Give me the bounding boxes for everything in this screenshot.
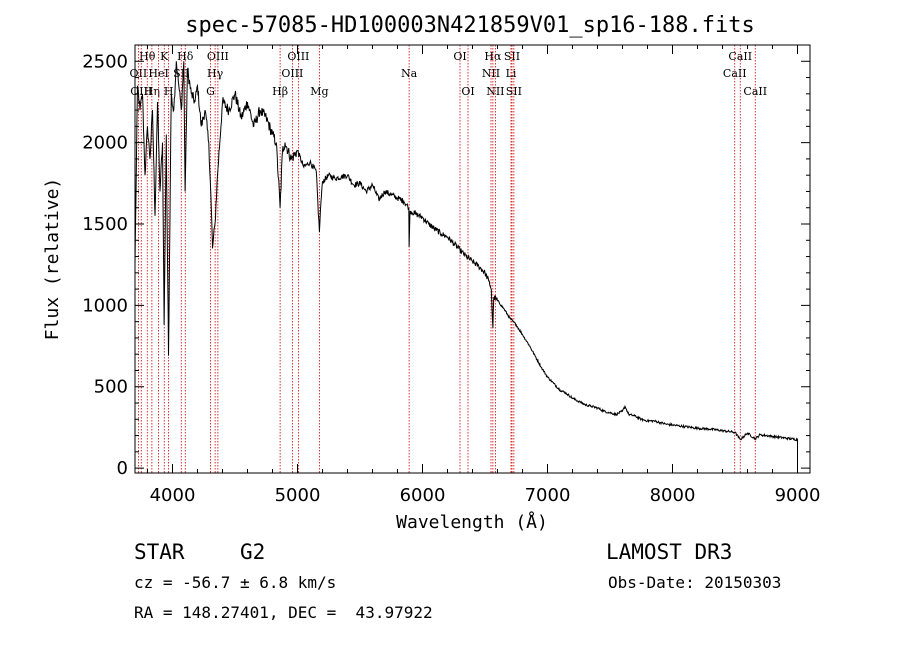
y-tick-label-5: 2500 xyxy=(82,51,128,72)
line-label-0: Hθ xyxy=(139,50,156,63)
x-axis-label: Wavelength (Å) xyxy=(396,511,548,533)
line-label-17: OI xyxy=(453,50,466,63)
x-tick-label-4: 8000 xyxy=(650,485,696,506)
y-tick-label-3: 1500 xyxy=(82,214,128,235)
x-tick-label-0: 4000 xyxy=(150,485,196,506)
line-label-18: OI xyxy=(461,85,474,98)
y-tick-label-2: 1000 xyxy=(82,295,128,316)
line-label-11: G xyxy=(206,85,215,98)
plot-frame xyxy=(134,44,811,474)
line-label-9: OIII xyxy=(207,50,229,63)
line-label-23: NII xyxy=(486,85,504,98)
coordinates: RA = 148.27401, DEC = 43.97922 xyxy=(134,603,433,622)
line-label-3: Hη xyxy=(144,85,160,98)
line-label-20: SII xyxy=(504,50,520,63)
survey-name: LAMOST DR3 xyxy=(606,540,733,564)
line-label-14: Hβ xyxy=(272,85,288,98)
line-label-2: OIII xyxy=(130,85,152,98)
y-axis-label: Flux (relative) xyxy=(42,178,63,341)
line-label-10: Hγ xyxy=(207,67,224,80)
line-label-19: Hα xyxy=(484,50,502,63)
line-label-21: NII xyxy=(482,67,500,80)
object-class: STAR xyxy=(134,540,185,564)
chart-title: spec-57085-HD100003N421859V01_sp16-188.f… xyxy=(185,13,755,38)
line-label-15: Mg xyxy=(310,85,328,98)
x-tick-label-3: 7000 xyxy=(525,485,571,506)
line-label-13: OIII xyxy=(281,67,303,80)
line-label-24: SII xyxy=(506,85,522,98)
line-label-8: Hδ xyxy=(177,50,194,63)
y-tick-label-1: 500 xyxy=(94,377,128,398)
object-subclass: G2 xyxy=(240,540,266,564)
line-label-16: Na xyxy=(401,67,418,80)
y-tick-label-4: 2000 xyxy=(82,133,128,154)
x-tick-label-5: 9000 xyxy=(775,485,821,506)
y-axis-ticks: 0 500 1000 1500 2000 2500 xyxy=(82,51,810,479)
spectrum-line xyxy=(134,61,798,469)
line-label-27: CaII xyxy=(743,85,767,98)
line-label-1: OII xyxy=(130,67,148,80)
redshift-velocity: cz = -56.7 ± 6.8 km/s xyxy=(134,573,337,592)
line-label-25: CaII xyxy=(728,50,752,63)
x-tick-label-2: 6000 xyxy=(400,485,446,506)
line-label-26: CaII xyxy=(723,67,747,80)
x-axis-ticks: 4000 5000 6000 7000 8000 9000 xyxy=(147,45,821,506)
line-label-12: OIII xyxy=(287,50,309,63)
x-tick-label-1: 5000 xyxy=(275,485,321,506)
line-label-5: HeI xyxy=(148,67,168,80)
line-label-7: H xyxy=(164,85,174,98)
observation-date: Obs-Date: 20150303 xyxy=(608,573,782,592)
line-label-22: Li xyxy=(506,67,517,80)
y-tick-label-0: 0 xyxy=(117,458,128,479)
line-label-4: K xyxy=(160,50,169,63)
